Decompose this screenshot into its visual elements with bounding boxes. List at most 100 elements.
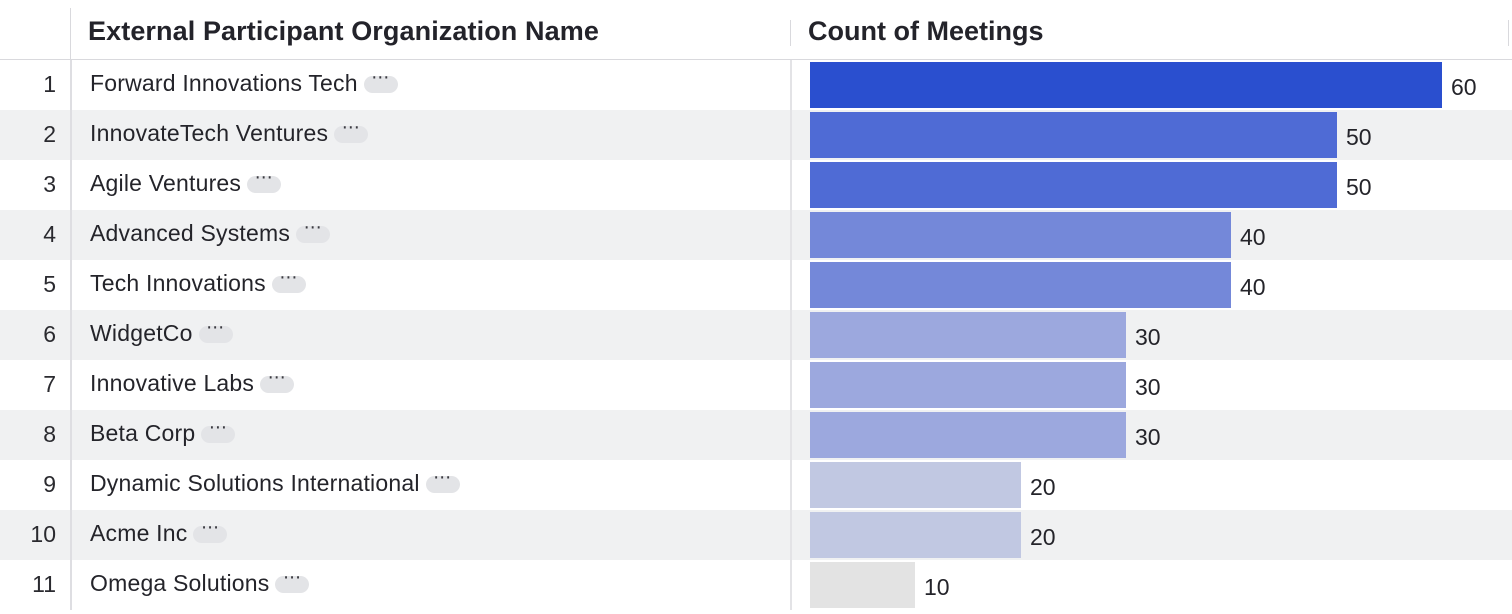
bar-value-label: 10 (924, 574, 950, 600)
bar[interactable] (810, 512, 1021, 558)
row-index: 5 (43, 271, 56, 297)
column-divider (790, 460, 792, 510)
table-row[interactable]: 6 WidgetCo ⋯ 30 (0, 310, 1512, 360)
column-divider (790, 210, 792, 260)
index-column-divider (70, 8, 71, 59)
organization-name: Agile Ventures (90, 170, 242, 196)
more-options-button[interactable]: ⋯ (425, 467, 460, 493)
organization-name: Forward Innovations Tech (90, 70, 358, 96)
row-index: 10 (30, 521, 56, 547)
column-divider (790, 560, 792, 610)
table-row[interactable]: 4 Advanced Systems ⋯ 40 (0, 210, 1512, 260)
organization-name: Innovative Labs (90, 370, 255, 396)
table-row[interactable]: 1 Forward Innovations Tech ⋯ 60 (0, 60, 1512, 110)
column-divider (790, 110, 792, 160)
table-row[interactable]: 2 InnovateTech Ventures ⋯ 50 (0, 110, 1512, 160)
row-index: 1 (43, 71, 56, 97)
row-index: 9 (43, 471, 56, 497)
row-index: 11 (32, 571, 56, 597)
more-options-button[interactable]: ⋯ (275, 567, 310, 593)
bar[interactable] (810, 262, 1231, 308)
table-row[interactable]: 5 Tech Innovations ⋯ 40 (0, 260, 1512, 310)
table-header: External Participant Organization Name C… (0, 0, 1512, 60)
bar-value-label: 40 (1240, 274, 1266, 300)
bar[interactable] (810, 62, 1442, 108)
table-row[interactable]: 11 Omega Solutions ⋯ 10 (0, 560, 1512, 610)
table-row[interactable]: 7 Innovative Labs ⋯ 30 (0, 360, 1512, 410)
column-divider (790, 260, 792, 310)
bar-value-label: 50 (1346, 174, 1372, 200)
organization-cell: Omega Solutions ⋯ (90, 560, 310, 610)
organization-name: Dynamic Solutions International (90, 470, 420, 496)
bar[interactable] (810, 412, 1126, 458)
row-index: 2 (43, 121, 56, 147)
organization-name: WidgetCo (90, 320, 193, 346)
column-divider (790, 60, 792, 110)
row-index-divider (70, 360, 72, 410)
bar[interactable] (810, 362, 1126, 408)
more-options-button[interactable]: ⋯ (198, 317, 233, 343)
ellipsis-icon: ⋯ (267, 366, 287, 387)
row-index: 3 (43, 171, 56, 197)
ellipsis-icon: ⋯ (371, 66, 391, 87)
bar[interactable] (810, 312, 1126, 358)
bar-value-label: 30 (1135, 374, 1161, 400)
column-divider (790, 410, 792, 460)
bar[interactable] (810, 112, 1337, 158)
bar[interactable] (810, 562, 915, 608)
organization-cell: Agile Ventures ⋯ (90, 160, 282, 210)
bar-value-label: 30 (1135, 424, 1161, 450)
ellipsis-icon: ⋯ (208, 416, 228, 437)
organization-cell: InnovateTech Ventures ⋯ (90, 110, 369, 160)
organization-cell: Advanced Systems ⋯ (90, 210, 331, 260)
more-options-button[interactable]: ⋯ (296, 217, 331, 243)
organization-cell: WidgetCo ⋯ (90, 310, 233, 360)
column-resize-handle-right[interactable] (1508, 20, 1509, 46)
column-header-count[interactable]: Count of Meetings (808, 16, 1044, 46)
more-options-button[interactable]: ⋯ (271, 267, 306, 293)
row-index-divider (70, 110, 72, 160)
more-options-button[interactable]: ⋯ (247, 167, 282, 193)
column-header-organization[interactable]: External Participant Organization Name (88, 16, 599, 46)
bar-value-label: 20 (1030, 474, 1056, 500)
row-index: 4 (43, 221, 56, 247)
row-index-divider (70, 410, 72, 460)
ellipsis-icon: ⋯ (206, 316, 226, 337)
more-options-button[interactable]: ⋯ (201, 417, 236, 443)
organization-cell: Acme Inc ⋯ (90, 510, 228, 560)
table-row[interactable]: 3 Agile Ventures ⋯ 50 (0, 160, 1512, 210)
organization-name: Acme Inc (90, 520, 188, 546)
table-row[interactable]: 10 Acme Inc ⋯ 20 (0, 510, 1512, 560)
organization-name: Advanced Systems (90, 220, 291, 246)
organization-cell: Dynamic Solutions International ⋯ (90, 460, 460, 510)
organization-name: Omega Solutions (90, 570, 270, 596)
organization-cell: Forward Innovations Tech ⋯ (90, 60, 398, 110)
ellipsis-icon: ⋯ (341, 116, 361, 137)
row-index: 6 (43, 321, 56, 347)
column-resize-handle[interactable] (790, 20, 791, 46)
ellipsis-icon: ⋯ (433, 466, 453, 487)
row-index: 7 (43, 371, 56, 397)
more-options-button[interactable]: ⋯ (334, 117, 369, 143)
table-body: 1 Forward Innovations Tech ⋯ 60 2 InnovateTec… (0, 60, 1512, 614)
bar[interactable] (810, 462, 1021, 508)
bar-value-label: 60 (1451, 74, 1477, 100)
bar-value-label: 20 (1030, 524, 1056, 550)
bar-value-label: 40 (1240, 224, 1266, 250)
bar[interactable] (810, 162, 1337, 208)
row-index-divider (70, 260, 72, 310)
row-index-divider (70, 60, 72, 110)
row-index-divider (70, 560, 72, 610)
organization-name: Tech Innovations (90, 270, 266, 296)
ellipsis-icon: ⋯ (282, 566, 302, 587)
table-row[interactable]: 9 Dynamic Solutions International ⋯ 20 (0, 460, 1512, 510)
more-options-button[interactable]: ⋯ (193, 517, 228, 543)
more-options-button[interactable]: ⋯ (363, 67, 398, 93)
table-row[interactable]: 8 Beta Corp ⋯ 30 (0, 410, 1512, 460)
organization-cell: Tech Innovations ⋯ (90, 260, 306, 310)
bar[interactable] (810, 212, 1231, 258)
organization-name: Beta Corp (90, 420, 196, 446)
more-options-button[interactable]: ⋯ (260, 367, 295, 393)
column-divider (790, 360, 792, 410)
